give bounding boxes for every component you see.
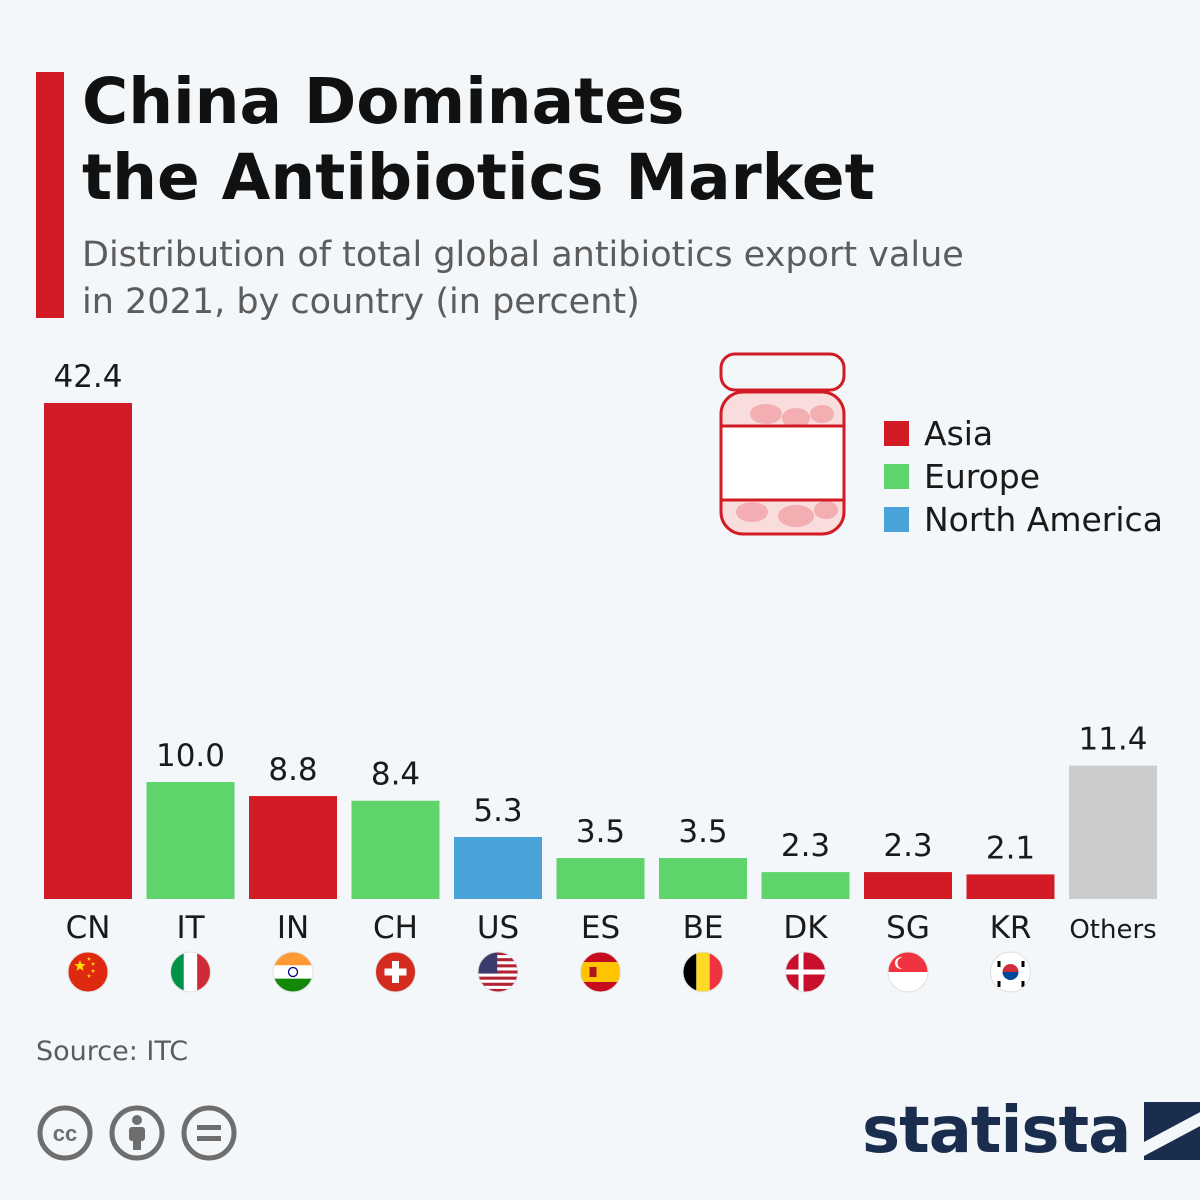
legend-swatch-europe [884, 464, 909, 489]
bar-cn [44, 403, 132, 899]
value-label-it: 10.0 [156, 738, 225, 774]
value-label-us: 5.3 [473, 793, 522, 829]
category-label-kr: KR [990, 910, 1032, 946]
creative-commons-icon: cc [37, 1105, 93, 1161]
category-label-in: IN [277, 910, 309, 946]
chart-legend: Asia Europe North America [884, 412, 1163, 541]
source-note: Source: ITC [36, 1036, 189, 1067]
statista-logo-icon [1144, 1102, 1200, 1160]
china-flag-icon [67, 951, 109, 993]
category-label-it: IT [176, 910, 205, 946]
statista-brand[interactable]: statista [862, 1094, 1200, 1168]
title-accent-bar [36, 72, 64, 318]
bar-in [249, 796, 337, 899]
legend-swatch-asia [884, 421, 909, 446]
denmark-flag-icon [785, 951, 826, 993]
category-label-be: BE [683, 910, 724, 946]
category-label-es: ES [581, 910, 620, 946]
legend-item-north-america: North America [884, 498, 1163, 541]
value-label-ch: 8.4 [371, 757, 420, 793]
value-label-in: 8.8 [268, 752, 317, 788]
value-label-be: 3.5 [678, 814, 727, 850]
chart-title: China Dominates the Antibiotics Market [82, 65, 875, 214]
attribution-icon [109, 1105, 165, 1161]
category-label-dk: DK [783, 910, 828, 946]
category-label-others: Others [1069, 915, 1156, 945]
no-derivatives-icon [181, 1105, 237, 1161]
bar-others [1069, 765, 1157, 899]
value-label-cn: 42.4 [53, 359, 122, 395]
singapore-flag-icon [887, 951, 929, 993]
italy-flag-icon [170, 951, 211, 993]
spain-flag-icon [580, 951, 621, 993]
category-label-sg: SG [886, 910, 930, 946]
pill-jar-icon [719, 352, 846, 536]
bar-be [659, 858, 747, 899]
category-label-ch: CH [373, 910, 418, 946]
bar-sg [864, 872, 952, 899]
bar-chart: 42.4 CN 10.0 IT 8.8 IN 8.4 CH 5.3 US 3.5 ES 3.5 BE 2.3… [44, 359, 1157, 993]
bar-es [556, 858, 645, 899]
license-icons: cc [36, 1104, 238, 1162]
legend-item-europe: Europe [884, 455, 1163, 498]
legend-swatch-north-america [884, 507, 909, 532]
legend-label-asia: Asia [924, 414, 994, 453]
bar-it [146, 782, 235, 899]
legend-label-north-america: North America [924, 500, 1163, 539]
bar-kr [966, 874, 1055, 899]
value-label-kr: 2.1 [986, 830, 1035, 866]
category-label-us: US [477, 910, 519, 946]
bar-ch [351, 800, 440, 899]
value-label-sg: 2.3 [883, 828, 932, 864]
south-korea-flag-icon [990, 951, 1031, 993]
chart-subtitle: Distribution of total global antibiotics… [82, 235, 964, 322]
bar-dk [761, 872, 850, 899]
switzerland-flag-icon [375, 951, 416, 993]
bar-us [454, 837, 542, 899]
legend-item-asia: Asia [884, 412, 1163, 455]
india-flag-icon [272, 951, 314, 993]
brand-name: statista [862, 1094, 1131, 1168]
value-label-es: 3.5 [576, 814, 625, 850]
svg-text:cc: cc [53, 1121, 77, 1146]
legend-label-europe: Europe [924, 457, 1041, 496]
value-label-dk: 2.3 [781, 828, 830, 864]
usa-flag-icon [477, 951, 519, 993]
belgium-flag-icon [682, 951, 724, 993]
value-label-others: 11.4 [1078, 722, 1147, 758]
category-label-cn: CN [66, 910, 111, 946]
